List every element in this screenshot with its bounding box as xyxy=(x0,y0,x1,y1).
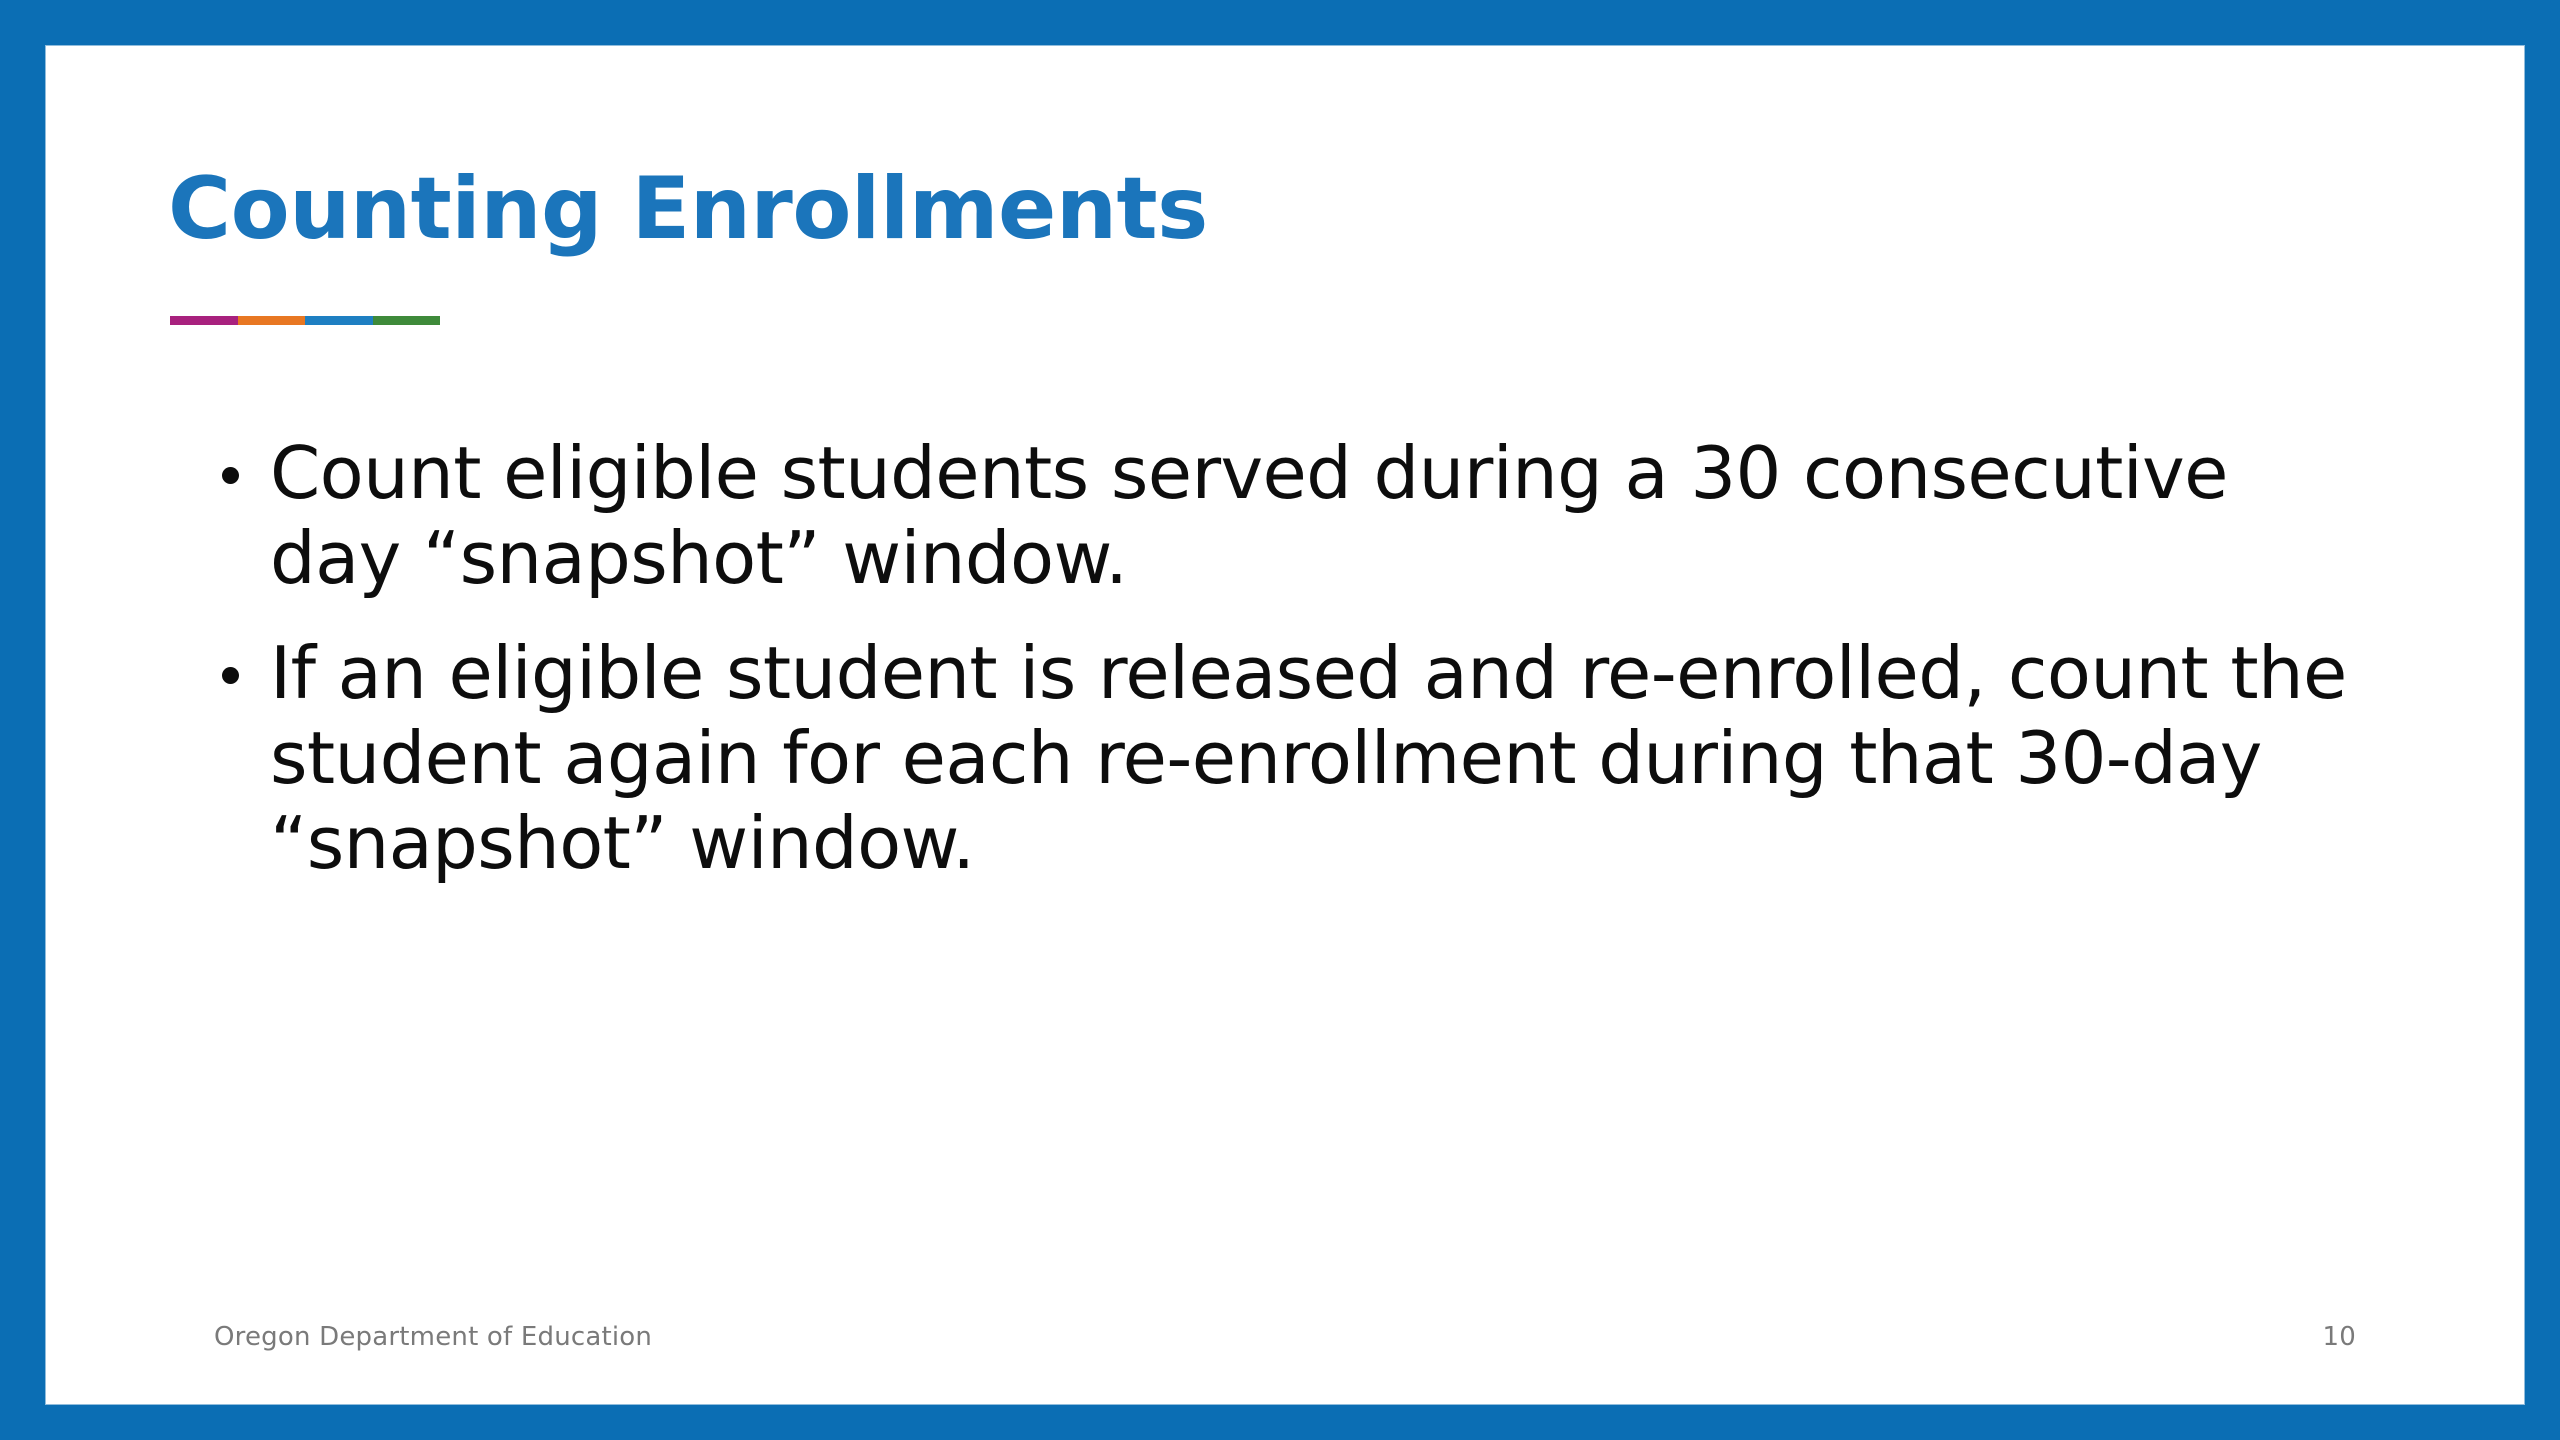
accent-segment-green xyxy=(372,316,440,325)
footer-organization: Oregon Department of Education xyxy=(214,1322,653,1352)
accent-segment-magenta xyxy=(170,316,238,325)
bullet-point-icon xyxy=(222,666,239,684)
accent-segment-orange xyxy=(237,316,305,325)
title-block: Counting Enrollments xyxy=(168,159,2404,325)
slide-content-area: Counting Enrollments Count eligible stud… xyxy=(46,46,2524,1404)
bullet-point-icon xyxy=(222,467,239,484)
list-item: If an eligible student is released and r… xyxy=(214,631,2374,886)
bullet-list: Count eligible students served during a … xyxy=(214,431,2374,886)
page-title: Counting Enrollments xyxy=(168,159,1208,259)
slide-footer: Oregon Department of Education 10 xyxy=(214,1322,2356,1352)
title-accent-bar xyxy=(170,316,440,325)
list-item: Count eligible students served during a … xyxy=(214,431,2374,601)
accent-segment-blue xyxy=(305,316,373,325)
bullet-text: If an eligible student is released and r… xyxy=(270,630,2347,885)
bullet-text: Count eligible students served during a … xyxy=(270,431,2228,600)
slide-number: 10 xyxy=(2322,1322,2356,1352)
